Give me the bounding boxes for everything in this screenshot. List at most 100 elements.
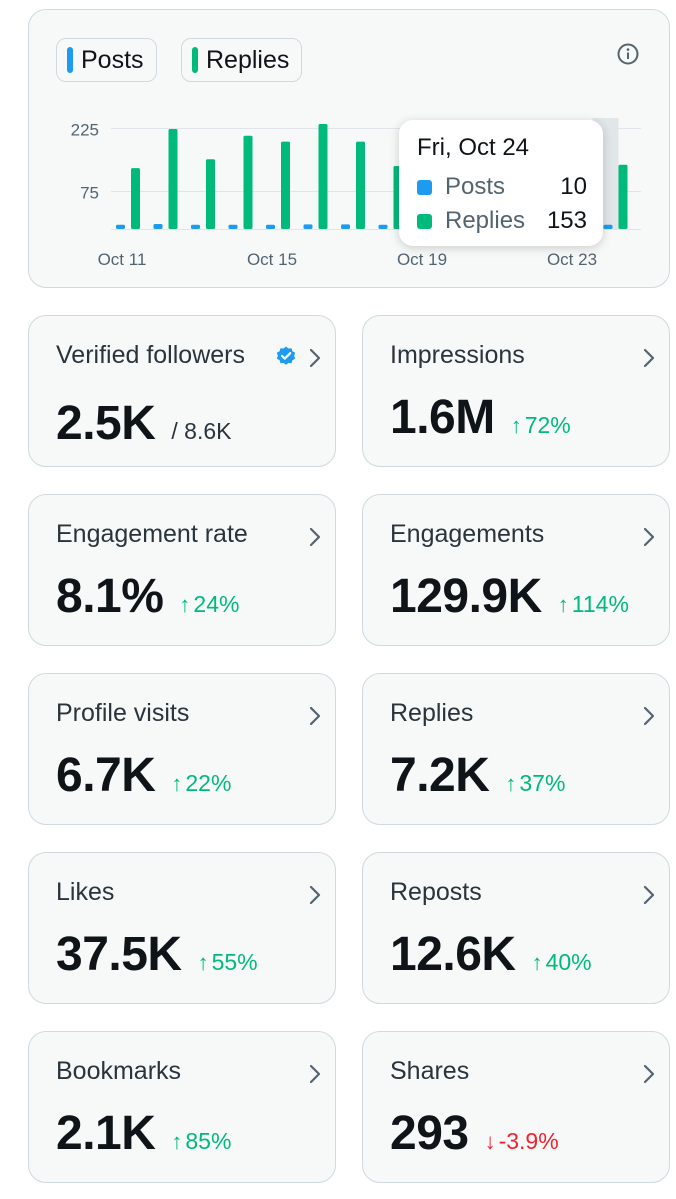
stat-delta-value: 114% (571, 591, 629, 617)
stat-value: 293 (390, 1107, 469, 1160)
stat-delta: ↑ 55% (198, 949, 258, 976)
chevron-right-icon (643, 1064, 655, 1084)
legend-replies-label: Replies (206, 45, 290, 74)
stat-label: Bookmarks (56, 1057, 182, 1085)
stat-card-verified-followers[interactable]: Verified followers 2.5K / 8.6K (28, 315, 336, 467)
replies-swatch-icon (192, 47, 198, 73)
stat-value: 8.1% (56, 570, 164, 623)
stat-card-engagement-rate[interactable]: Engagement rate 8.1% ↑ 24% (28, 494, 336, 646)
stat-label: Engagements (390, 520, 545, 548)
chevron-right-icon (643, 348, 655, 368)
x-tick-label: Oct 11 (98, 250, 147, 269)
legend-posts-toggle[interactable]: Posts (56, 38, 157, 82)
stat-card-engagements[interactable]: Engagements 129.9K ↑ 114% (362, 494, 670, 646)
stat-label: Verified followers (56, 341, 245, 369)
stat-label: Shares (390, 1057, 470, 1085)
bar-posts (228, 224, 238, 229)
stat-delta: ↓ -3.9% (485, 1128, 559, 1155)
tooltip-posts-swatch-icon (417, 179, 432, 195)
stat-delta-value: 22% (185, 770, 232, 796)
arrow-up-icon: ↑ (557, 592, 569, 617)
arrow-up-icon: ↑ (505, 771, 517, 796)
stat-delta-value: 72% (524, 412, 571, 438)
bar-replies (243, 135, 253, 229)
stat-card-bookmarks[interactable]: Bookmarks 2.1K ↑ 85% (28, 1031, 336, 1183)
tooltip-replies-swatch-icon (417, 213, 432, 229)
chevron-right-icon (309, 885, 321, 905)
stat-delta-value: 37% (519, 770, 566, 796)
stat-card-impressions[interactable]: Impressions 1.6M ↑ 72% (362, 315, 670, 467)
x-tick-label: Oct 19 (397, 250, 447, 269)
bar-posts (341, 224, 350, 229)
tooltip-posts-value: 10 (560, 173, 587, 200)
bar-posts (153, 223, 163, 229)
bar-posts (303, 224, 313, 229)
chevron-right-icon (309, 1064, 321, 1084)
stat-value: 12.6K (390, 928, 516, 981)
arrow-down-icon: ↓ (484, 1129, 496, 1154)
chevron-right-icon (643, 527, 655, 547)
stat-card-likes[interactable]: Likes 37.5K ↑ 55% (28, 852, 336, 1004)
stat-delta-value: 40% (545, 949, 592, 975)
bar-replies (168, 129, 178, 229)
stat-label: Engagement rate (56, 520, 248, 548)
bar-replies (281, 141, 290, 229)
tooltip-posts-label: Posts (445, 173, 506, 200)
legend-replies-toggle[interactable]: Replies (181, 38, 303, 82)
chevron-right-icon (643, 885, 655, 905)
bar-replies (318, 124, 328, 229)
stat-delta-value: 85% (185, 1128, 232, 1154)
chevron-right-icon (309, 706, 321, 726)
legend-posts-label: Posts (81, 45, 144, 74)
y-tick-label: 75 (80, 184, 99, 203)
stat-label: Impressions (390, 341, 525, 369)
posts-swatch-icon (67, 47, 73, 73)
stat-value: 129.9K (390, 570, 542, 623)
info-icon[interactable] (617, 43, 639, 65)
stat-delta-value: -3.9% (498, 1128, 559, 1154)
tooltip-replies-row: Replies 153 (417, 204, 587, 238)
stat-delta: ↑ 85% (171, 1128, 231, 1155)
stat-total: / 8.6K (171, 418, 232, 444)
stat-delta-value: 24% (193, 591, 240, 617)
stat-delta: ↑ 40% (532, 949, 592, 976)
bar-replies (131, 168, 140, 229)
stat-delta: ↑ 114% (558, 591, 629, 618)
bar-posts (266, 224, 275, 229)
tooltip-replies-label: Replies (445, 207, 526, 234)
arrow-up-icon: ↑ (531, 950, 543, 975)
bar-posts (603, 224, 613, 229)
bar-replies (206, 159, 215, 229)
stat-card-reposts[interactable]: Reposts 12.6K ↑ 40% (362, 852, 670, 1004)
stat-label: Profile visits (56, 699, 190, 727)
stat-label: Reposts (390, 878, 482, 906)
chart-card: Posts Replies 75 225 Oct 11 Oct 15 Oct 19 Oct… (28, 9, 670, 288)
tooltip-replies-value: 153 (546, 207, 587, 234)
stat-value: 2.5K (56, 397, 156, 450)
stat-card-replies[interactable]: Replies 7.2K ↑ 37% (362, 673, 670, 825)
stat-delta: ↑ 37% (505, 770, 565, 797)
stat-delta: ↑ 22% (171, 770, 231, 797)
stat-delta-value: 55% (211, 949, 258, 975)
tooltip-date: Fri, Oct 24 (417, 134, 530, 161)
x-tick-label: Oct 23 (547, 250, 597, 269)
bar-replies (356, 141, 365, 229)
stat-value: 7.2K (390, 749, 490, 802)
stat-delta: ↑ 72% (511, 412, 571, 439)
stat-label: Likes (56, 878, 115, 906)
verified-badge-icon (276, 346, 296, 365)
arrow-up-icon: ↑ (179, 592, 191, 617)
stat-card-shares[interactable]: Shares 293 ↓ -3.9% (362, 1031, 670, 1183)
bar-posts (116, 224, 125, 229)
stat-value: 37.5K (56, 928, 182, 981)
x-tick-label: Oct 15 (247, 250, 297, 269)
stat-delta: ↑ 24% (179, 591, 239, 618)
arrow-up-icon: ↑ (510, 413, 522, 438)
bar-replies (618, 164, 628, 229)
y-tick-label: 225 (71, 121, 99, 140)
chevron-right-icon (309, 527, 321, 547)
stat-value: 1.6M (390, 391, 495, 444)
arrow-up-icon: ↑ (171, 1129, 183, 1154)
stat-card-profile-visits[interactable]: Profile visits 6.7K ↑ 22% (28, 673, 336, 825)
arrow-up-icon: ↑ (197, 950, 209, 975)
